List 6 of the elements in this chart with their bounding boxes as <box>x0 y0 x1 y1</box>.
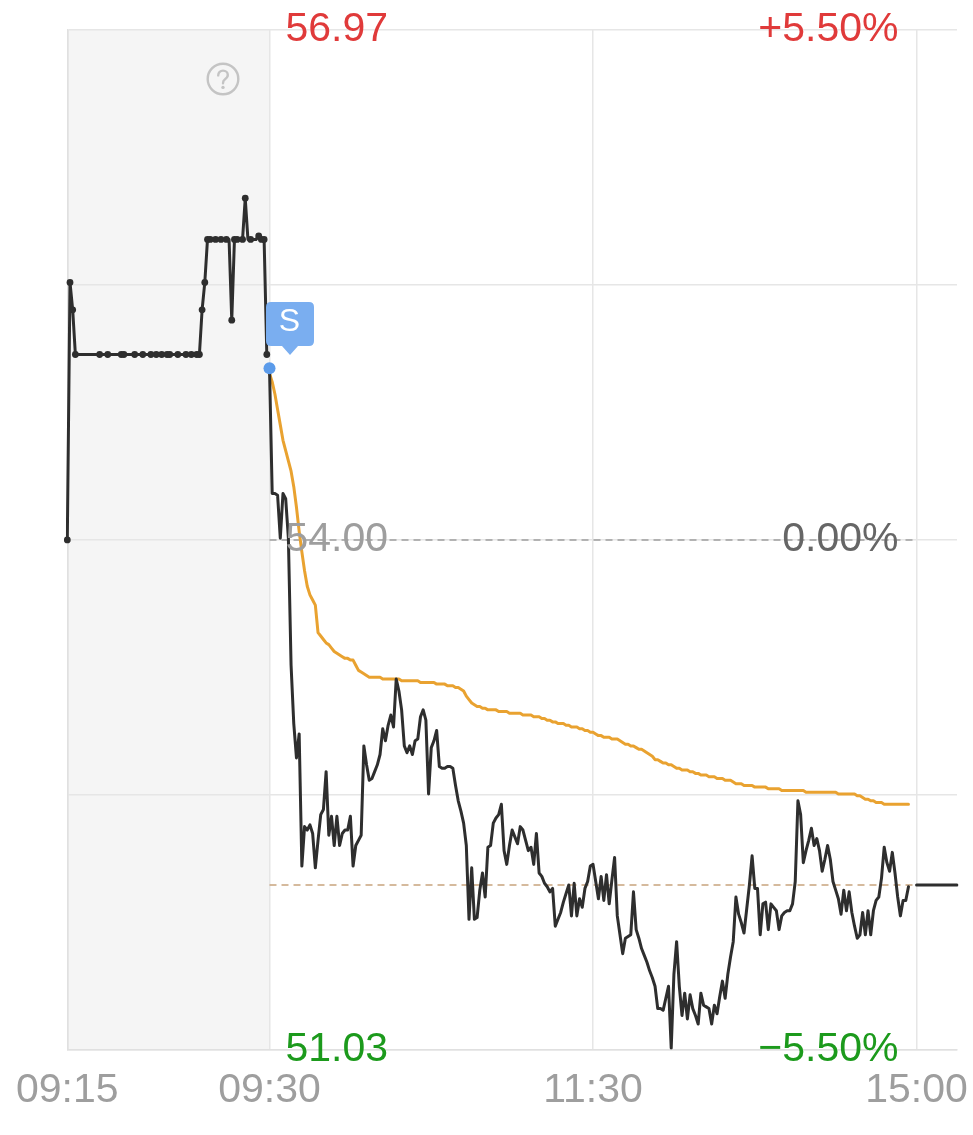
y2-tick-label: 0.00% <box>782 514 899 561</box>
x-tick-label: 09:15 <box>16 1064 119 1111</box>
y-tick-label: 56.97 <box>285 4 389 51</box>
x-tick-label: 11:30 <box>543 1064 643 1111</box>
annotation: S <box>277 302 302 341</box>
y2-tick-label: +5.50% <box>758 4 899 51</box>
